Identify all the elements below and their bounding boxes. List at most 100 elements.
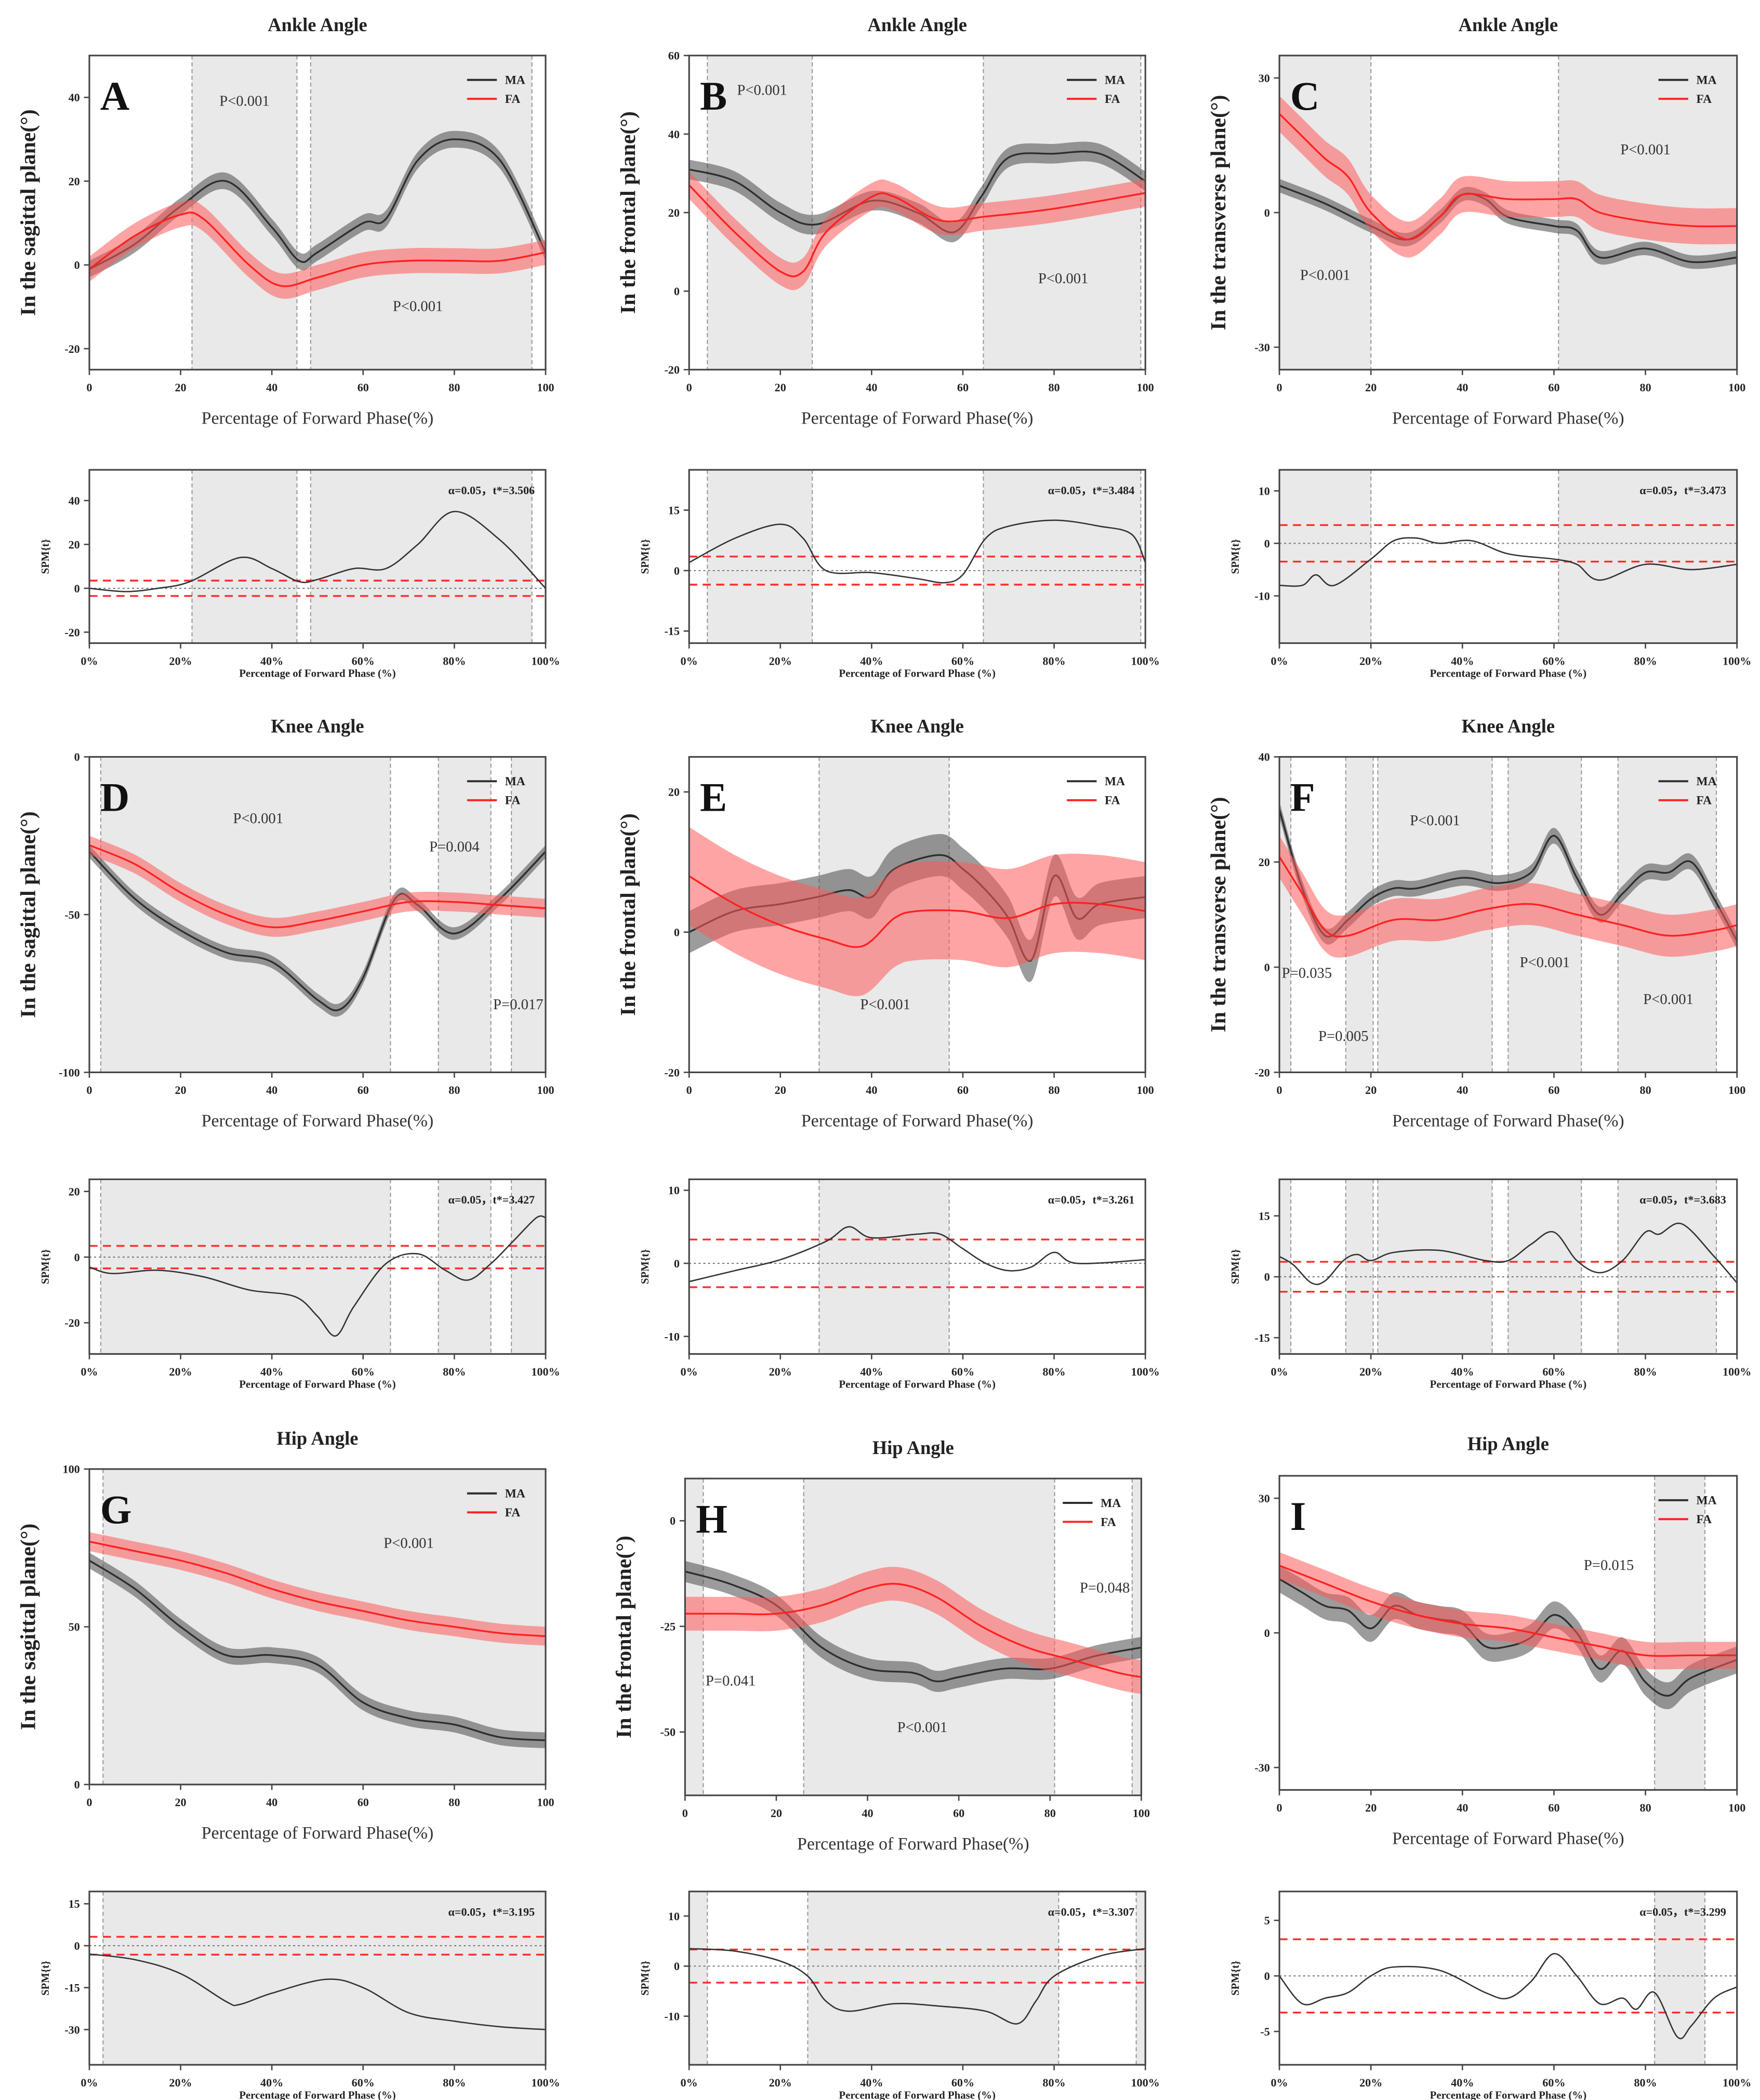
spm-t-curve <box>89 1953 546 2030</box>
x-tick-label: 0% <box>1271 2076 1288 2089</box>
x-tick-label: 0 <box>1277 1801 1282 1814</box>
legend-fa-label: FA <box>505 1506 521 1520</box>
spm-y-axis-label: SPM{t} <box>39 539 51 574</box>
critical-t-value: t*=3.506 <box>493 484 535 497</box>
x-tick-label: 100 <box>1133 1806 1150 1819</box>
p-value-label: P=0.017 <box>493 996 544 1013</box>
fa-sd-band <box>1279 1552 1737 1670</box>
y-axis-label: In the sagittal plane(°) <box>17 109 41 316</box>
p-value-label: P=0.015 <box>1584 1557 1634 1574</box>
x-tick-label: 80 <box>1640 381 1651 394</box>
y-tick-label: -10 <box>1254 589 1269 602</box>
y-axis-label: In the sagittal plane(°) <box>17 1524 41 1731</box>
legend-fa-label: FA <box>1105 794 1120 808</box>
x-tick-label: 100% <box>1131 2076 1159 2089</box>
y-tick-label: -20 <box>1254 1066 1269 1079</box>
spm-annotation: α=0.05，t*=3.307 <box>1048 1906 1135 1919</box>
fa-mean-line <box>1279 1565 1737 1657</box>
fa-sd-band <box>89 200 546 299</box>
y-axis-label: In the frontal plane(°) <box>616 111 640 314</box>
significance-region <box>1345 1179 1373 1354</box>
significance-region <box>808 1891 1059 2065</box>
y-tick-label: 0 <box>1264 1271 1270 1284</box>
plot-frame <box>1278 756 1738 1074</box>
x-tick-label: 80% <box>1042 2076 1065 2089</box>
spm-t-curve <box>1279 537 1737 587</box>
x-tick-label: 20 <box>1365 381 1377 394</box>
y-tick-label: -50 <box>660 1726 676 1739</box>
x-tick-label: 80 <box>448 1796 460 1809</box>
x-tick-label: 20 <box>1365 1801 1377 1814</box>
critical-t-value: t*=3.484 <box>1092 484 1134 497</box>
x-tick-label: 60% <box>1542 1365 1565 1378</box>
x-tick-label: 40% <box>1451 654 1474 667</box>
y-tick-label: 0 <box>74 1939 80 1952</box>
x-tick-label: 60 <box>358 1084 369 1097</box>
alpha-value: α=0.05， <box>1048 1193 1093 1206</box>
y-tick-label: 0 <box>74 259 80 272</box>
y-tick-label: 0 <box>674 1960 680 1973</box>
critical-t-value: t*=3.299 <box>1684 1906 1726 1919</box>
x-axis-label: Percentage of Forward Phase(%) <box>202 1824 434 1843</box>
y-tick-label: 0 <box>674 1257 680 1270</box>
critical-t-value: t*=3.683 <box>1684 1193 1726 1206</box>
spm-y-axis-label: SPM{t} <box>39 1961 51 1996</box>
y-tick-label: -100 <box>59 1066 80 1079</box>
spm-x-axis-label: Percentage of Forward Phase (%) <box>839 2089 996 2100</box>
panel-f: Knee Angle P=0.035 P=0.005 P<0.001 P<0.001 P<… <box>1207 716 1751 1391</box>
y-axis-label: In the frontal plane(°) <box>612 1536 636 1738</box>
x-tick-label: 80% <box>443 654 466 667</box>
x-tick-label: 20% <box>769 1365 792 1378</box>
spm-x-axis-label: Percentage of Forward Phase (%) <box>239 1378 396 1391</box>
fa-mean-line <box>685 1582 1142 1678</box>
p-value-label: P<0.001 <box>860 996 910 1013</box>
x-tick-label: 60 <box>358 381 369 394</box>
significance-region <box>1279 470 1371 643</box>
fa-sd-band <box>685 1566 1142 1694</box>
fa-sd-band <box>89 1532 546 1646</box>
panel-letter: B <box>700 73 727 118</box>
y-tick-label: 0 <box>74 750 80 763</box>
x-tick-label: 40 <box>866 1084 877 1097</box>
spm-t-curve <box>689 1226 1146 1283</box>
y-tick-label: 0 <box>1264 961 1270 974</box>
panel-title: Hip Angle <box>872 1437 954 1458</box>
panel-letter: G <box>100 1487 132 1532</box>
y-tick-label: 15 <box>1259 1209 1270 1222</box>
spm-annotation: α=0.05，t*=3.683 <box>1639 1193 1726 1206</box>
alpha-value: α=0.05， <box>1639 484 1684 497</box>
legend-fa-label: FA <box>505 93 521 106</box>
y-tick-label: 0 <box>1264 206 1270 219</box>
significance-region <box>1378 1179 1492 1354</box>
spm-annotation: α=0.05，t*=3.299 <box>1639 1906 1726 1919</box>
x-tick-label: 100% <box>1723 654 1751 667</box>
y-tick-label: 20 <box>69 1185 80 1198</box>
x-tick-label: 40 <box>1457 1084 1468 1097</box>
spm-y-axis-label: SPM{t} <box>1229 539 1241 574</box>
x-tick-label: 100 <box>537 1796 554 1809</box>
x-tick-label: 80% <box>1042 654 1065 667</box>
panel-g: Hip Angle P<0.001 0 50 100 0 20 40 60 80 100 G MA FA I… <box>17 1428 560 2100</box>
y-tick-label: 0 <box>1264 1970 1270 1983</box>
fa-sd-band <box>689 171 1146 290</box>
x-tick-label: 0 <box>1277 1084 1282 1097</box>
y-tick-label: 10 <box>1259 484 1270 497</box>
y-tick-label: 10 <box>668 1184 680 1197</box>
x-tick-label: 80 <box>1640 1801 1651 1814</box>
y-tick-label: 40 <box>69 494 80 507</box>
x-tick-label: 0 <box>86 381 92 394</box>
significance-region <box>310 55 532 370</box>
spm-annotation: α=0.05，t*=3.427 <box>448 1193 535 1206</box>
x-tick-label: 20 <box>175 1084 186 1097</box>
x-tick-label: 100 <box>537 1084 554 1097</box>
y-tick-label: 30 <box>1259 1492 1270 1505</box>
y-tick-label: 0 <box>74 582 80 595</box>
x-tick-label: 80% <box>1634 2076 1657 2089</box>
legend-fa-label: FA <box>1101 1515 1116 1529</box>
spm-t-curve <box>689 1948 1146 2025</box>
alpha-value: α=0.05， <box>448 1193 493 1206</box>
x-tick-label: 20 <box>775 381 786 394</box>
y-tick-label: 20 <box>668 206 680 219</box>
x-tick-label: 60 <box>957 1084 969 1097</box>
